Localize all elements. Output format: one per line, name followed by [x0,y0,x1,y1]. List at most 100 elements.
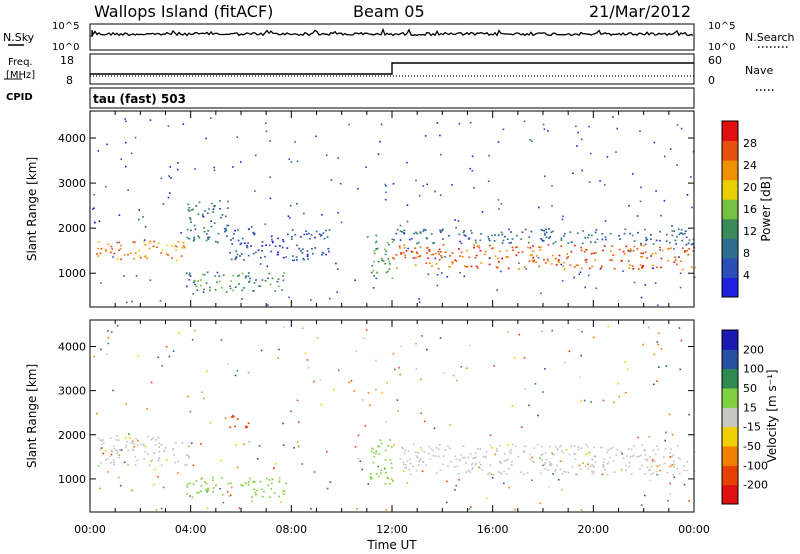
echo-cell [567,242,570,244]
echo-cell [245,426,247,429]
freq-tick-low: 8 [66,74,73,87]
echo-cell [554,240,557,243]
echo-cell [441,256,443,259]
echo-cell [418,298,420,300]
echo-cell [236,253,239,256]
echo-cell [246,246,249,249]
echo-cell [197,213,200,215]
echo-cell [629,455,632,458]
echo-cell [467,238,470,240]
echo-cell [563,268,566,271]
echo-cell [673,464,676,466]
echo-cell [615,454,618,456]
echo-cell [594,231,597,234]
echo-cell [321,254,323,256]
echo-cell [239,243,242,246]
echo-cell [512,249,514,251]
echo-cell [606,462,609,465]
echo-cell [669,241,671,244]
echo-cell [201,273,204,276]
echo-cell [502,128,505,131]
echo-cell [673,476,676,479]
echo-cell [594,241,597,243]
echo-cell [288,296,290,299]
echo-cell [325,154,328,156]
echo-cell [476,267,479,269]
echo-cell [124,118,126,120]
echo-cell [172,448,174,451]
echo-cell [470,464,473,466]
echo-cell [101,447,103,449]
echo-cell [658,464,661,466]
echo-cell [473,246,475,249]
echo-cell [442,244,445,246]
velocity-colorbar-segment [722,407,738,428]
echo-cell [393,239,395,241]
echo-cell [543,230,546,232]
echo-cell [531,456,533,459]
time-tick-label: 00:00 [74,523,106,536]
echo-cell [473,457,476,459]
echo-cell [300,236,302,238]
echo-cell [190,209,193,211]
echo-cell [110,449,113,452]
echo-cell [688,239,691,241]
echo-cell [168,192,171,194]
power-y-tick-label: 4000 [58,132,86,145]
echo-cell [547,130,549,132]
echo-cell [549,236,551,238]
echo-cell [168,355,171,358]
echo-cell [629,232,631,235]
echo-cell [132,241,135,243]
power-colorbar-segment [722,257,738,278]
echo-cell [434,257,437,260]
echo-cell [315,230,318,233]
echo-cell [312,252,314,255]
echo-cell [319,235,322,237]
echo-cell [270,235,273,238]
echo-cell [555,445,557,448]
echo-cell [420,378,422,381]
echo-cell [249,477,252,480]
echo-cell [587,236,589,239]
echo-cell [552,254,554,257]
echo-cell [506,238,509,240]
echo-cell [418,459,421,462]
echo-cell [152,483,155,486]
echo-cell [206,507,209,510]
echo-cell [570,250,573,253]
echo-cell [590,252,593,255]
echo-cell [419,446,422,449]
echo-cell [251,226,253,228]
echo-cell [123,275,125,277]
echo-cell [282,490,284,493]
echo-cell [630,473,633,475]
echo-cell [415,342,417,345]
velocity-colorbar-segment [722,388,738,408]
echo-cell [673,261,676,263]
echo-cell [479,239,482,242]
echo-cell [226,491,229,493]
echo-cell [604,184,606,186]
echo-cell [187,445,190,448]
echo-cell [571,466,574,468]
echo-cell [116,241,119,244]
echo-cell [132,440,135,443]
echo-cell [224,230,226,233]
echo-cell [496,289,498,291]
echo-cell [233,233,235,235]
echo-cell [539,472,542,475]
echo-cell [169,166,171,168]
time-x-axis: 00:00 04:00 08:00 12:00 16:00 20:00 00:00 [74,320,710,536]
echo-cell [673,230,676,232]
echo-cell [107,471,109,473]
echo-cell [376,247,379,250]
echo-cell [422,230,425,232]
echo-cell [516,246,519,248]
echo-cell [395,232,398,235]
echo-cell [152,437,154,440]
echo-cell [471,155,474,158]
echo-cell [268,272,271,275]
echo-cell [229,287,232,290]
echo-cell [487,180,490,183]
